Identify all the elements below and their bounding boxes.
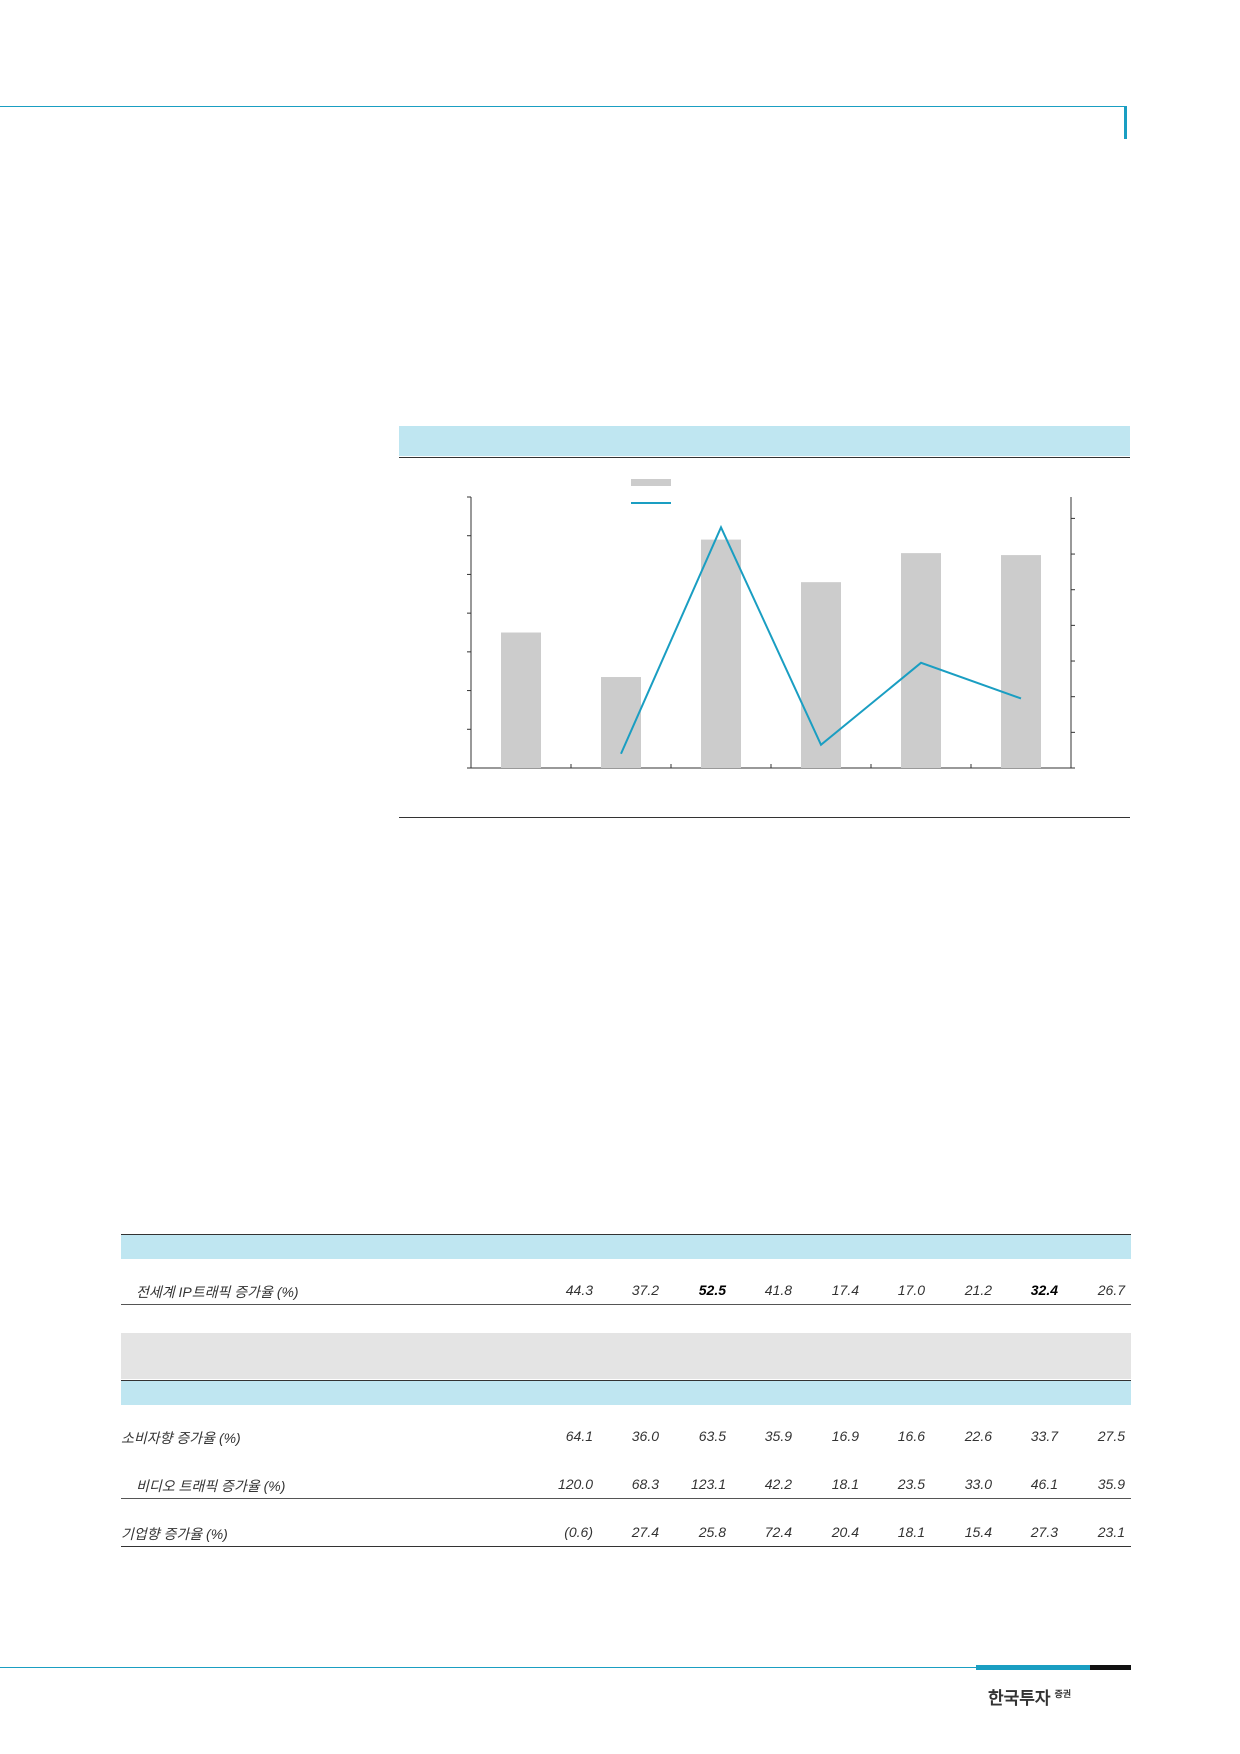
table-cell: 20.4	[831, 1524, 859, 1540]
table-cell: 63.5	[698, 1428, 726, 1444]
table-cell: 35.9	[764, 1428, 792, 1444]
bar	[701, 539, 741, 768]
table-cell: 22.6	[964, 1428, 992, 1444]
table-cell: 52.5	[698, 1282, 726, 1298]
table-cell: (0.6)	[564, 1524, 593, 1540]
company-logo: 한국투자 증권	[988, 1684, 1071, 1709]
table-cell: 18.1	[831, 1476, 859, 1492]
table-header-band	[121, 1235, 1131, 1259]
row-label: 비디오 트래픽 증가율 (%)	[136, 1478, 286, 1494]
row-divider	[121, 1498, 1131, 1499]
footer-accent-bar	[976, 1665, 1090, 1670]
table-cell: 123.1	[690, 1476, 726, 1492]
table-cell: 27.3	[1030, 1524, 1058, 1540]
table-bottom-rule	[121, 1546, 1131, 1547]
table-cell: 17.0	[897, 1282, 925, 1298]
logo-sub-text: 증권	[1054, 1690, 1072, 1701]
table-cell: 33.0	[964, 1476, 992, 1492]
table-cell: 72.4	[764, 1524, 792, 1540]
table-cell: 26.7	[1097, 1282, 1125, 1298]
table-top-rule	[121, 1234, 1131, 1235]
table-cell: 16.6	[897, 1428, 925, 1444]
table-section-gray-band	[121, 1333, 1131, 1379]
table-row: 소비자향 증가율 (%) 64.1 36.0 63.5 35.9 16.9 16.6 22.…	[121, 1428, 1131, 1448]
table-cell: 37.2	[631, 1282, 659, 1298]
table-row: 기업향 증가율 (%) (0.6) 27.4 25.8 72.4 20.4 18.1 15.…	[121, 1524, 1131, 1544]
table-cell: 32.4	[1030, 1282, 1058, 1298]
table-cell: 15.4	[964, 1524, 992, 1540]
header-accent-mark	[1124, 106, 1127, 139]
table-cell: 42.2	[764, 1476, 792, 1492]
table-cell: 17.4	[831, 1282, 859, 1298]
combo-chart	[467, 479, 1075, 769]
table-cell: 27.4	[631, 1524, 659, 1540]
table-cell: 36.0	[631, 1428, 659, 1444]
table-cell: 18.1	[897, 1524, 925, 1540]
table-cell: 23.5	[897, 1476, 925, 1492]
table-cell: 41.8	[764, 1282, 792, 1298]
row-divider	[121, 1304, 1131, 1305]
legend-bar-swatch	[631, 479, 671, 486]
table-cell: 21.2	[964, 1282, 992, 1298]
footer-rule	[0, 1667, 976, 1668]
bar	[901, 553, 941, 768]
chart-title-band	[399, 426, 1130, 456]
table-section-band	[121, 1381, 1131, 1405]
bar	[1001, 555, 1041, 768]
table-cell: 68.3	[631, 1476, 659, 1492]
header-rule	[0, 106, 1126, 107]
table-cell: 46.1	[1030, 1476, 1058, 1492]
table-cell: 44.3	[565, 1282, 593, 1298]
bar	[801, 582, 841, 768]
bar	[501, 632, 541, 768]
table-cell: 25.8	[698, 1524, 726, 1540]
line-series	[620, 524, 1022, 755]
row-divider	[121, 1380, 1131, 1381]
table-cell: 35.9	[1097, 1476, 1125, 1492]
table-cell: 16.9	[831, 1428, 859, 1444]
chart-bottom-rule	[399, 817, 1130, 818]
table-cell: 120.0	[557, 1476, 593, 1492]
row-label: 기업향 증가율 (%)	[121, 1526, 228, 1542]
table-cell: 27.5	[1097, 1428, 1125, 1444]
row-label: 전세계 IP트래픽 증가율 (%)	[136, 1284, 299, 1300]
table-cell: 33.7	[1030, 1428, 1058, 1444]
table-cell: 23.1	[1097, 1524, 1125, 1540]
table-row-total: 전세계 IP트래픽 증가율 (%) 44.3 37.2 52.5 41.8 17.4 17…	[121, 1282, 1131, 1302]
table-cell: 64.1	[565, 1428, 593, 1444]
chart-top-rule	[399, 457, 1130, 458]
footer-dark-bar	[1090, 1665, 1131, 1670]
table-row: 비디오 트래픽 증가율 (%) 120.0 68.3 123.1 42.2 18.1 23…	[121, 1476, 1131, 1496]
row-label: 소비자향 증가율 (%)	[121, 1430, 241, 1446]
logo-main-text: 한국투자	[988, 1689, 1051, 1709]
